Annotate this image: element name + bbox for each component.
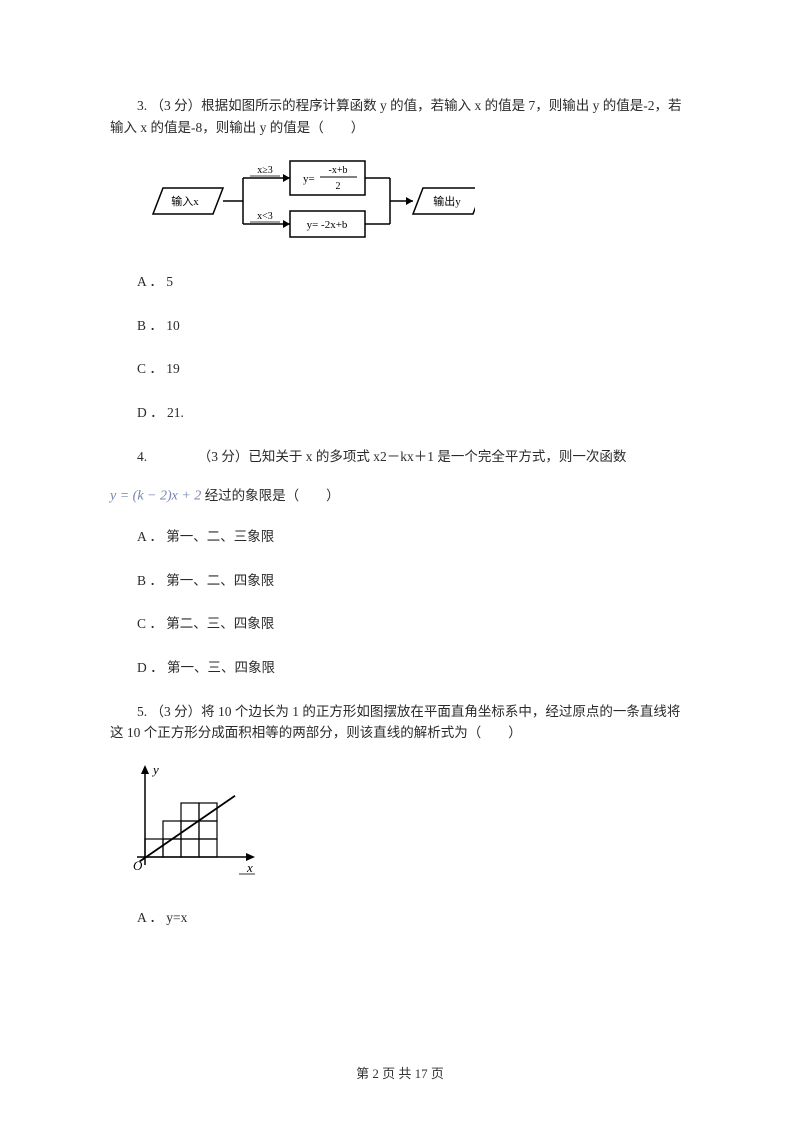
- q3-text: 3. （3 分）根据如图所示的程序计算函数 y 的值，若输入 x 的值是 7，则…: [110, 95, 690, 138]
- q5-text: 5. （3 分）将 10 个边长为 1 的正方形如图摆放在平面直角坐标系中，经过…: [110, 701, 690, 744]
- q4-text-b: 经过的象限是（ ）: [201, 488, 339, 503]
- svg-text:x<3: x<3: [257, 211, 273, 222]
- page-content: 3. （3 分）根据如图所示的程序计算函数 y 的值，若输入 x 的值是 7，则…: [0, 0, 800, 928]
- q4-option-b: B ． 第一、二、四象限: [110, 570, 690, 592]
- q5-option-a: A ． y=x: [110, 907, 690, 929]
- q4-option-a: A ． 第一、二、三象限: [110, 526, 690, 548]
- q4-text-line2: y = (k − 2)x + 2 经过的象限是（ ）: [110, 485, 690, 508]
- q5-svg: y x O: [120, 762, 280, 882]
- q3-option-a: A ． 5: [110, 271, 690, 293]
- svg-text:x≥3: x≥3: [257, 165, 273, 176]
- q3-flowchart: 输入x x≥3 x<3 y= -x+b 2 y= -2x+b 输出y: [145, 156, 690, 246]
- q3-option-d: D ． 21.: [110, 402, 690, 424]
- svg-text:y= -2x+b: y= -2x+b: [307, 219, 348, 231]
- q3-option-b: B ． 10: [110, 315, 690, 337]
- svg-text:输入x: 输入x: [171, 194, 199, 208]
- flowchart-svg: 输入x x≥3 x<3 y= -x+b 2 y= -2x+b 输出y: [145, 156, 475, 246]
- svg-text:x: x: [246, 860, 253, 875]
- svg-text:y=: y=: [303, 173, 315, 185]
- q5-chart: y x O: [120, 762, 690, 882]
- page-footer: 第 2 页 共 17 页: [0, 1063, 800, 1082]
- svg-text:输出y: 输出y: [433, 194, 461, 208]
- svg-text:2: 2: [336, 181, 341, 192]
- svg-text:y: y: [151, 762, 159, 777]
- svg-text:-x+b: -x+b: [329, 165, 348, 176]
- q4-text-line1: 4. （3 分）已知关于 x 的多项式 x2－kx＋1 是一个完全平方式，则一次…: [110, 446, 690, 468]
- q4-formula: y = (k − 2)x + 2: [110, 489, 201, 504]
- q4-option-d: D ． 第一、三、四象限: [110, 657, 690, 679]
- q4-option-c: C ． 第二、三、四象限: [110, 613, 690, 635]
- svg-text:O: O: [133, 858, 143, 873]
- q3-option-c: C ． 19: [110, 358, 690, 380]
